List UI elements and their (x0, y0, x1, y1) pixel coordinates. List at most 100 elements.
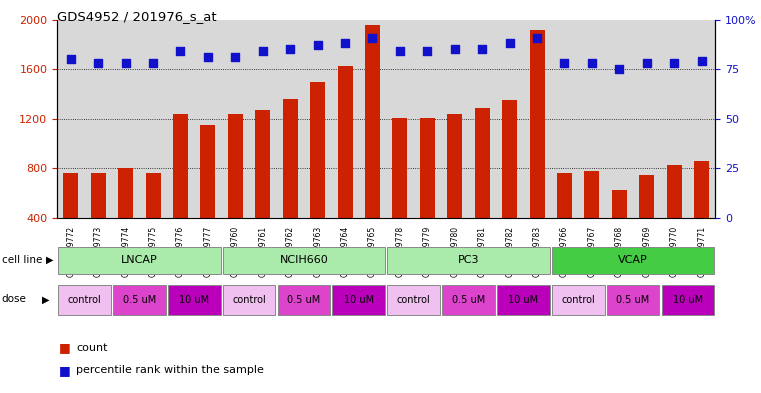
Text: 0.5 uM: 0.5 uM (616, 295, 650, 305)
Point (92, 60, 104, 66)
Point (147, 60, 159, 66)
Bar (278, 285, 330, 315)
Bar (414, 20, 441, 218)
Bar (584, 171, 600, 218)
Bar (688, 20, 715, 218)
Bar (118, 169, 133, 218)
Text: ■: ■ (59, 341, 70, 354)
Bar (661, 20, 688, 218)
Bar (173, 114, 188, 218)
Bar (606, 20, 633, 218)
Bar (58, 285, 111, 315)
Point (476, 46, 489, 53)
Bar (633, 20, 661, 218)
Bar (331, 20, 358, 218)
Point (449, 46, 461, 53)
Bar (365, 25, 380, 218)
Point (422, 48, 434, 55)
Bar (552, 247, 715, 274)
Bar (145, 173, 161, 218)
Text: control: control (562, 295, 595, 305)
Text: count: count (76, 343, 107, 353)
Text: 0.5 uM: 0.5 uM (123, 295, 156, 305)
Text: 10 uM: 10 uM (673, 295, 703, 305)
Point (613, 66, 626, 72)
Bar (612, 189, 627, 218)
Bar (84, 20, 112, 218)
Point (668, 60, 680, 66)
Bar (387, 247, 549, 274)
Bar (469, 20, 496, 218)
Point (559, 60, 571, 66)
Bar (113, 285, 166, 315)
Bar (282, 99, 298, 218)
Bar (387, 285, 440, 315)
Bar (167, 20, 194, 218)
Bar (551, 20, 578, 218)
Bar (496, 20, 524, 218)
Point (174, 48, 186, 55)
Bar (112, 20, 139, 218)
Bar (393, 118, 407, 218)
Bar (139, 20, 167, 218)
Text: 0.5 uM: 0.5 uM (288, 295, 320, 305)
Bar (639, 175, 654, 218)
Text: ▶: ▶ (46, 255, 53, 265)
Bar (607, 285, 659, 315)
Bar (694, 161, 709, 218)
Point (641, 60, 653, 66)
Bar (255, 110, 270, 218)
Bar (249, 20, 276, 218)
Point (65, 56, 77, 62)
Point (311, 42, 323, 49)
Bar (58, 247, 221, 274)
Text: control: control (232, 295, 266, 305)
Point (394, 48, 406, 55)
Bar (221, 20, 249, 218)
Bar (228, 114, 243, 218)
Bar (502, 100, 517, 218)
Point (531, 34, 543, 40)
Bar (667, 165, 682, 218)
Bar (63, 173, 78, 218)
Bar (338, 66, 352, 218)
Text: LNCAP: LNCAP (121, 255, 158, 265)
Point (229, 54, 241, 61)
Bar (442, 285, 495, 315)
Text: 0.5 uM: 0.5 uM (452, 295, 485, 305)
Bar (441, 20, 469, 218)
Point (504, 40, 516, 47)
Point (586, 60, 598, 66)
Text: VCAP: VCAP (618, 255, 648, 265)
Bar (200, 125, 215, 218)
Bar (333, 285, 385, 315)
Point (202, 54, 214, 61)
Bar (475, 108, 490, 218)
Point (119, 60, 132, 66)
Bar (447, 114, 463, 218)
Text: ■: ■ (59, 364, 70, 377)
Bar (557, 173, 572, 218)
Bar (91, 173, 106, 218)
Point (256, 48, 269, 55)
Bar (420, 118, 435, 218)
Bar (223, 247, 385, 274)
Bar (57, 20, 84, 218)
Text: 10 uM: 10 uM (179, 295, 209, 305)
Text: dose: dose (2, 294, 27, 305)
Bar (310, 82, 325, 218)
Point (284, 46, 296, 53)
Text: PC3: PC3 (457, 255, 479, 265)
Point (696, 58, 708, 64)
Bar (530, 29, 545, 218)
Text: control: control (68, 295, 101, 305)
Text: GDS4952 / 201976_s_at: GDS4952 / 201976_s_at (57, 10, 217, 23)
Bar (304, 20, 331, 218)
Bar (497, 285, 549, 315)
Text: 10 uM: 10 uM (344, 295, 374, 305)
Text: 10 uM: 10 uM (508, 295, 539, 305)
Text: cell line: cell line (2, 255, 42, 265)
Bar (552, 285, 604, 315)
Bar (223, 285, 275, 315)
Text: control: control (396, 295, 431, 305)
